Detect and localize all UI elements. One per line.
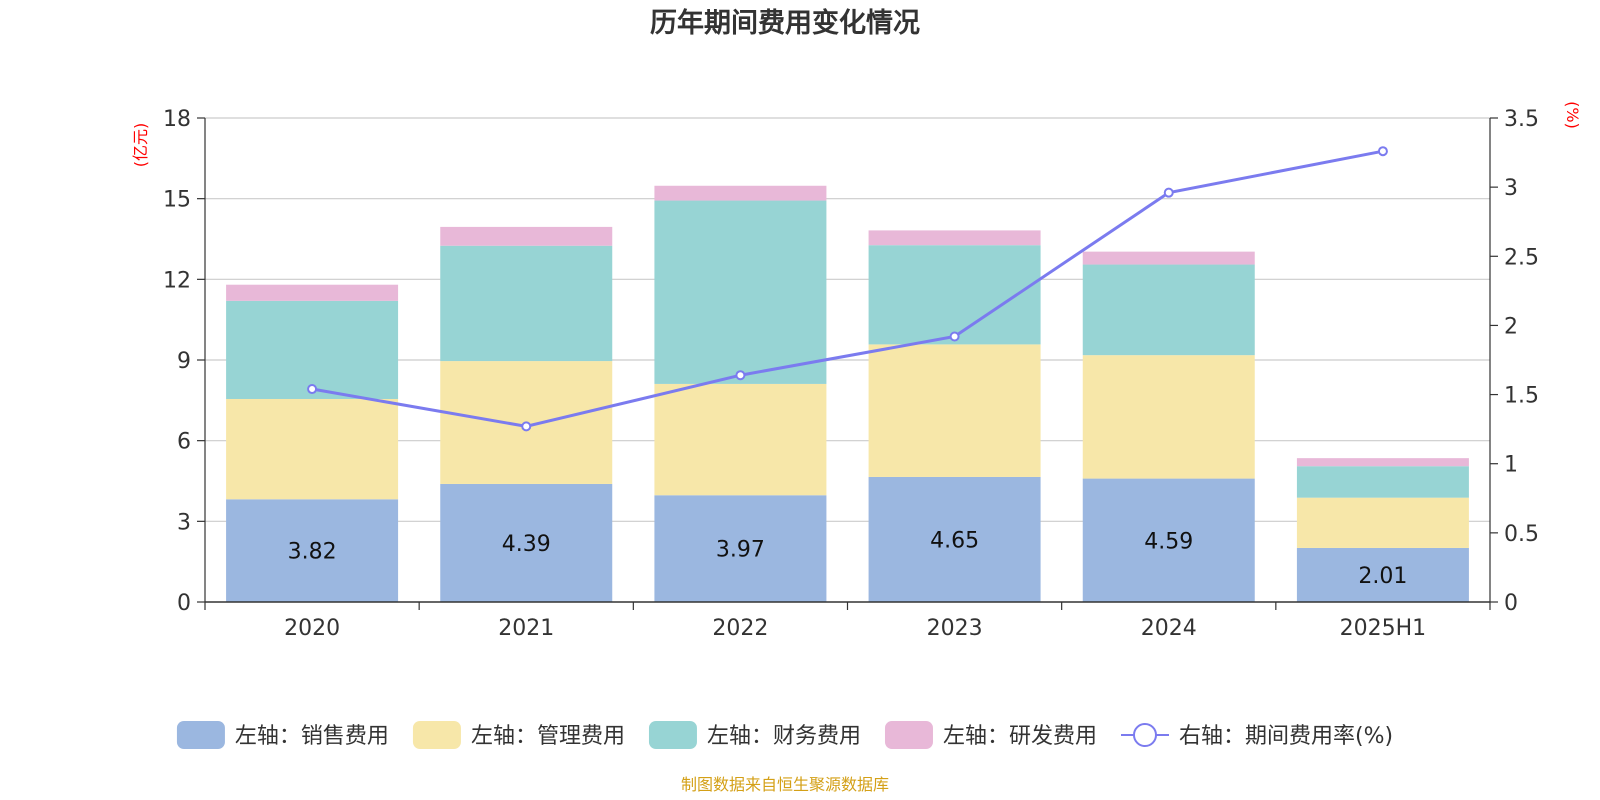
right-axis-unit: (%)	[1563, 101, 1582, 129]
data-labels: 3.82 4.39 3.97 4.65 4.59 2.01	[288, 528, 1408, 588]
right-tick-label: 2	[1504, 314, 1518, 339]
data-label: 4.59	[1144, 529, 1193, 554]
bar-segment	[226, 398, 399, 500]
bar-segment	[226, 499, 399, 602]
grid	[205, 117, 1490, 522]
left-tick-label: 6	[177, 430, 191, 455]
right-tick-label: 0	[1504, 591, 1518, 616]
x-tick-label: 2021	[498, 616, 554, 641]
x-tick-label: 2020	[284, 616, 340, 641]
bar-segment	[440, 245, 613, 362]
bar-segment	[654, 495, 827, 602]
data-label: 3.82	[288, 540, 337, 565]
data-label: 4.39	[502, 532, 551, 557]
left-tick-label: 18	[163, 107, 191, 132]
bar-segment	[654, 383, 827, 496]
axes: 0 3 6 9 12 15 18 0 0.5 1 1.5 2 2.5 3 3.5 2020 2021 2022 20…	[163, 107, 1539, 641]
legend-label: 右轴：期间费用率(%)	[1179, 724, 1393, 749]
rate-line	[307, 146, 1388, 432]
bar-segment	[226, 284, 399, 301]
left-axis-unit: (亿元)	[131, 123, 150, 168]
rate-point	[521, 421, 532, 432]
bar-segment	[654, 185, 827, 201]
x-tick-label: 2023	[927, 616, 983, 641]
data-label: 4.65	[930, 528, 979, 553]
rate-point	[1377, 146, 1388, 157]
bar-segment	[440, 226, 613, 246]
right-tick-label: 1.5	[1504, 384, 1539, 409]
rate-point	[735, 370, 746, 381]
legend-swatch	[176, 721, 225, 749]
bar-segment	[1082, 251, 1255, 265]
bar-segment	[1082, 355, 1255, 479]
left-tick-label: 0	[177, 591, 191, 616]
bars	[226, 185, 1469, 602]
chart-title: 历年期间费用变化情况	[650, 7, 920, 39]
x-tick-label: 2025H1	[1340, 616, 1427, 641]
bar-segment	[1082, 478, 1255, 602]
x-tick-label: 2024	[1141, 616, 1197, 641]
left-tick-label: 9	[177, 349, 191, 374]
bar-segment	[226, 300, 399, 399]
legend-swatch	[412, 721, 461, 749]
bar-segment	[440, 483, 613, 602]
source-note: 制图数据来自恒生聚源数据库	[681, 775, 889, 794]
legend-label: 左轴：销售费用	[235, 724, 389, 749]
rate-point	[307, 384, 318, 395]
bar-segment	[868, 344, 1041, 477]
right-tick-label: 0.5	[1504, 522, 1539, 547]
bar-segment	[868, 476, 1041, 602]
legend-line-marker	[1132, 723, 1157, 747]
bar-segment	[1296, 497, 1469, 548]
legend-label: 左轴：管理费用	[471, 724, 625, 749]
bar-segment	[654, 200, 827, 384]
bar-segment	[1296, 547, 1469, 602]
right-tick-label: 3.5	[1504, 107, 1539, 132]
bar-segment	[868, 230, 1041, 246]
data-label: 2.01	[1358, 564, 1407, 589]
left-tick-label: 15	[163, 188, 191, 213]
bar-segment	[1296, 458, 1469, 467]
legend-swatch	[648, 721, 697, 749]
rate-line-path	[311, 149, 1384, 428]
right-tick-label: 3	[1504, 176, 1518, 201]
rate-point	[949, 331, 960, 342]
x-tick-label: 2022	[712, 616, 768, 641]
legend: 左轴：销售费用 左轴：管理费用 左轴：财务费用 左轴：研发费用 右轴：期间费用率(%)	[176, 721, 1393, 749]
right-tick-label: 2.5	[1504, 245, 1539, 270]
left-tick-label: 3	[177, 510, 191, 535]
data-label: 3.97	[716, 538, 765, 563]
bar-segment	[1082, 264, 1255, 356]
legend-label: 左轴：研发费用	[943, 724, 1097, 749]
bar-segment	[868, 245, 1041, 345]
left-tick-label: 12	[163, 268, 191, 293]
bar-segment	[1296, 466, 1469, 498]
rate-point	[1163, 187, 1174, 198]
legend-swatch	[884, 721, 933, 749]
legend-label: 左轴：财务费用	[707, 724, 861, 749]
right-tick-label: 1	[1504, 453, 1518, 478]
